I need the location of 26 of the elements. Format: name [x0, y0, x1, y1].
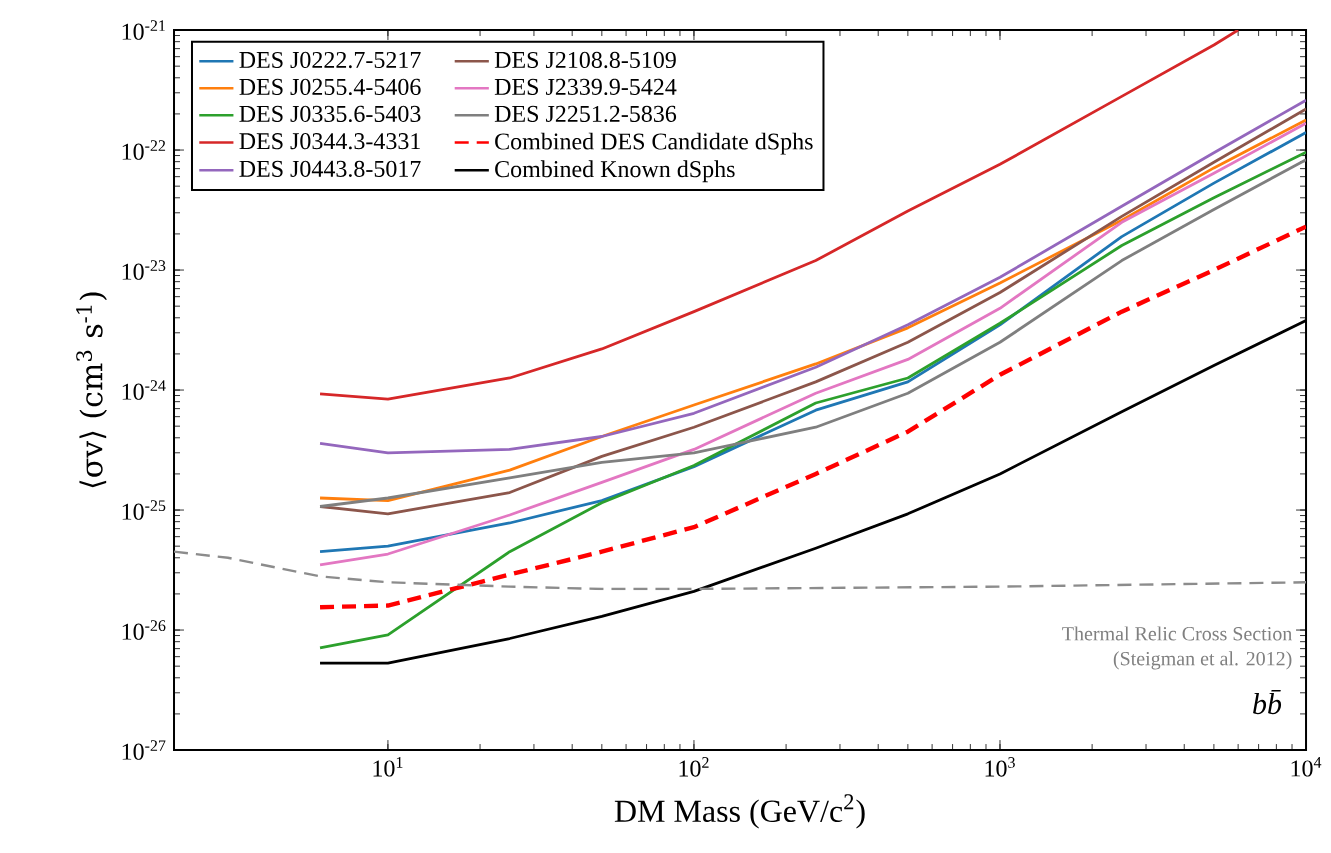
- y-tick-label: 10$^{-22}$: [122, 140, 166, 160]
- annotation: (Steigman et al. 2012): [1113, 651, 1292, 670]
- y-axis-title: ⟨σv⟩ (cm$^{3}$ s$^{-1}$): [76, 292, 107, 488]
- annotation: bb̄: [1253, 689, 1282, 715]
- legend-label: Combined DES Candidate dSphs: [495, 132, 813, 155]
- y-tick-label: 10$^{-27}$: [122, 740, 166, 760]
- legend-label: Combined Known dSphs: [495, 160, 735, 183]
- y-tick-label: 10$^{-21}$: [122, 20, 165, 40]
- legend-label: DES J2108.8-5109: [494, 51, 676, 69]
- legend-label: DES J0222.7-5217: [239, 51, 421, 69]
- legend-label: DES J0344.3-4331: [239, 133, 420, 150]
- legend-label: DES J0443.8-5017: [239, 160, 421, 178]
- annotation: Thermal Relic Cross Section: [1062, 626, 1293, 641]
- legend-label: DES J2339.9-5424: [494, 78, 677, 96]
- x-axis-title: DM Mass (GeV/c$^{2}$): [614, 794, 865, 829]
- x-tick-label: 10$^{1}$: [373, 757, 403, 777]
- y-tick-label: 10$^{-24}$: [122, 380, 166, 400]
- y-tick-label: 10$^{-26}$: [122, 620, 166, 640]
- legend-label: DES J0335.6-5403: [239, 105, 421, 123]
- y-tick-label: 10$^{-23}$: [122, 260, 166, 280]
- y-tick-label: 10$^{-25}$: [122, 500, 166, 520]
- legend-label: DES J0255.4-5406: [239, 78, 421, 96]
- x-tick-label: 10$^{4}$: [1291, 757, 1322, 777]
- x-tick-label: 10$^{2}$: [679, 757, 709, 777]
- legend-label: DES J2251.2-5836: [494, 105, 677, 123]
- x-tick-label: 10$^{3}$: [985, 757, 1015, 777]
